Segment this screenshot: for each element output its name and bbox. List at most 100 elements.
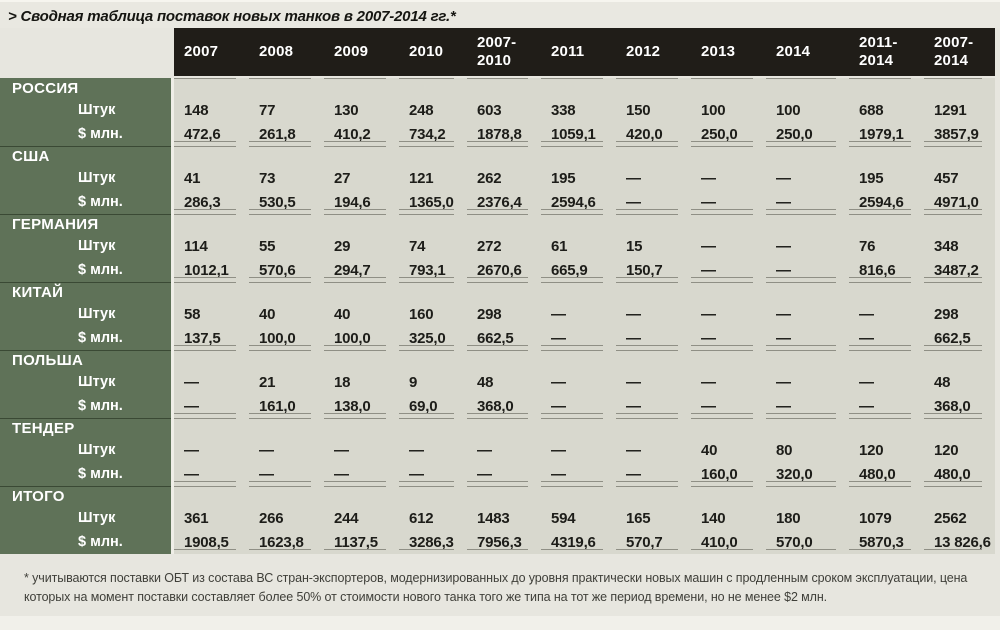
block-top-cell — [467, 214, 541, 234]
block-top-cell — [616, 214, 691, 234]
value-cell: 368,0 — [467, 394, 541, 418]
value-cell: 248 — [399, 98, 467, 122]
value-cell: 195 — [541, 166, 616, 190]
block-top-cell — [399, 282, 467, 302]
value-cell: 250,0 — [691, 122, 766, 146]
block-top-cell — [541, 350, 616, 370]
value-cell: 5870,3 — [849, 530, 924, 554]
value-cell: 100,0 — [249, 326, 324, 350]
value-cell: 195 — [849, 166, 924, 190]
value-cell: — — [691, 166, 766, 190]
value-cell: — — [616, 326, 691, 350]
block-top-cell — [467, 282, 541, 302]
value-cell: 29 — [324, 234, 399, 258]
value-cell: 76 — [849, 234, 924, 258]
value-cell: — — [766, 370, 849, 394]
value-cell: — — [691, 370, 766, 394]
value-cell: 2670,6 — [467, 258, 541, 282]
block-top-cell — [766, 146, 849, 166]
value-cell: 410,0 — [691, 530, 766, 554]
value-cell: 2594,6 — [541, 190, 616, 214]
value-cell: 138,0 — [324, 394, 399, 418]
block-top-cell — [541, 214, 616, 234]
value-cell: 1059,1 — [541, 122, 616, 146]
value-cell: — — [691, 326, 766, 350]
value-cell: — — [691, 234, 766, 258]
value-cell: 1079 — [849, 506, 924, 530]
block-top-cell — [924, 486, 995, 506]
row-label-units: Штук — [0, 98, 174, 122]
value-cell: 570,0 — [766, 530, 849, 554]
value-cell: 1908,5 — [174, 530, 249, 554]
value-cell: — — [541, 462, 616, 486]
block-top-cell — [849, 214, 924, 234]
block-top-cell — [924, 146, 995, 166]
value-cell: 2562 — [924, 506, 995, 530]
value-cell: — — [174, 370, 249, 394]
block-top-cell — [399, 146, 467, 166]
col-header: 2008 — [249, 28, 324, 78]
col-header: 2007- 2010 — [467, 28, 541, 78]
value-cell: — — [616, 462, 691, 486]
value-cell: 100 — [766, 98, 849, 122]
row-label-usd: $ млн. — [0, 326, 174, 350]
col-header: 2011- 2014 — [849, 28, 924, 78]
block-top-cell — [467, 486, 541, 506]
value-cell: — — [174, 438, 249, 462]
block-top-cell — [324, 418, 399, 438]
value-cell: — — [766, 190, 849, 214]
block-top-cell — [616, 418, 691, 438]
value-cell: — — [849, 302, 924, 326]
value-cell: 137,5 — [174, 326, 249, 350]
value-cell: — — [249, 438, 324, 462]
block-top-cell — [691, 78, 766, 98]
value-cell: 530,5 — [249, 190, 324, 214]
value-cell: 69,0 — [399, 394, 467, 418]
value-cell: 165 — [616, 506, 691, 530]
value-cell: 161,0 — [249, 394, 324, 418]
value-cell: — — [616, 394, 691, 418]
value-cell: 338 — [541, 98, 616, 122]
group-label: ПОЛЬША — [0, 350, 174, 370]
block-top-cell — [324, 486, 399, 506]
block-top-cell — [849, 486, 924, 506]
value-cell: 7956,3 — [467, 530, 541, 554]
block-top-cell — [766, 350, 849, 370]
row-label-units: Штук — [0, 302, 174, 326]
value-cell: 272 — [467, 234, 541, 258]
value-cell: 410,2 — [324, 122, 399, 146]
bottom-strip — [0, 616, 1000, 630]
value-cell: 480,0 — [924, 462, 995, 486]
value-cell: 1012,1 — [174, 258, 249, 282]
value-cell: 150 — [616, 98, 691, 122]
block-top-cell — [766, 78, 849, 98]
value-cell: 1483 — [467, 506, 541, 530]
value-cell: — — [616, 438, 691, 462]
row-label-units: Штук — [0, 506, 174, 530]
value-cell: — — [174, 394, 249, 418]
block-top-cell — [324, 78, 399, 98]
col-header: 2010 — [399, 28, 467, 78]
block-top-cell — [924, 350, 995, 370]
value-cell: 160,0 — [691, 462, 766, 486]
block-top-cell — [849, 418, 924, 438]
value-cell: — — [691, 258, 766, 282]
block-top-cell — [766, 418, 849, 438]
group-label: ИТОГО — [0, 486, 174, 506]
value-cell: — — [324, 438, 399, 462]
block-top-cell — [174, 146, 249, 166]
value-cell: 160 — [399, 302, 467, 326]
block-top-cell — [766, 486, 849, 506]
value-cell: 368,0 — [924, 394, 995, 418]
row-label-units: Штук — [0, 370, 174, 394]
block-top-cell — [616, 146, 691, 166]
value-cell: 594 — [541, 506, 616, 530]
value-cell: — — [616, 370, 691, 394]
col-header: 2009 — [324, 28, 399, 78]
value-cell: 2594,6 — [849, 190, 924, 214]
block-top-cell — [541, 78, 616, 98]
value-cell: 130 — [324, 98, 399, 122]
value-cell: 15 — [616, 234, 691, 258]
value-cell: 570,6 — [249, 258, 324, 282]
block-top-cell — [849, 78, 924, 98]
